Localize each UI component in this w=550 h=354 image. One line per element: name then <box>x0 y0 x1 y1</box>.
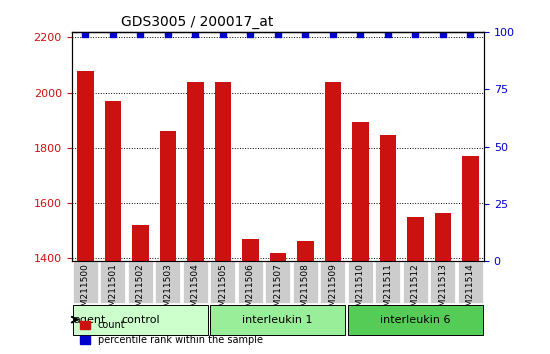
Point <box>81 31 90 37</box>
FancyBboxPatch shape <box>73 304 208 335</box>
Text: GSM211507: GSM211507 <box>273 263 282 318</box>
FancyBboxPatch shape <box>155 261 180 303</box>
Bar <box>270 253 286 261</box>
Point <box>191 31 200 37</box>
Point <box>108 31 117 37</box>
Text: GSM211511: GSM211511 <box>383 263 392 318</box>
Text: GDS3005 / 200017_at: GDS3005 / 200017_at <box>121 16 273 29</box>
Bar <box>379 136 396 261</box>
Bar <box>214 82 231 261</box>
Bar <box>297 240 313 261</box>
Text: interleukin 6: interleukin 6 <box>380 315 450 325</box>
Bar <box>462 156 478 261</box>
Text: GSM211506: GSM211506 <box>246 263 255 318</box>
FancyBboxPatch shape <box>238 261 263 303</box>
Text: GSM211500: GSM211500 <box>81 263 90 318</box>
FancyBboxPatch shape <box>375 261 400 303</box>
Text: interleukin 1: interleukin 1 <box>243 315 313 325</box>
Text: GSM211504: GSM211504 <box>191 263 200 318</box>
FancyBboxPatch shape <box>183 261 208 303</box>
Bar <box>352 122 368 261</box>
Bar <box>407 217 424 261</box>
Text: GSM211510: GSM211510 <box>356 263 365 318</box>
Text: GSM211509: GSM211509 <box>328 263 337 318</box>
Point <box>466 31 475 37</box>
Point <box>246 31 255 37</box>
Bar <box>324 82 341 261</box>
Point <box>356 31 365 37</box>
Text: GSM211505: GSM211505 <box>218 263 227 318</box>
Bar <box>187 82 204 261</box>
Text: GSM211508: GSM211508 <box>301 263 310 318</box>
Point <box>218 31 227 37</box>
FancyBboxPatch shape <box>210 304 345 335</box>
Text: GSM211514: GSM211514 <box>466 263 475 318</box>
Point <box>438 31 447 37</box>
Point <box>136 31 145 37</box>
FancyBboxPatch shape <box>320 261 345 303</box>
FancyBboxPatch shape <box>210 261 235 303</box>
FancyBboxPatch shape <box>100 261 125 303</box>
Point <box>301 31 310 37</box>
Bar <box>104 101 121 261</box>
Text: GSM211501: GSM211501 <box>108 263 117 318</box>
Bar <box>160 131 176 261</box>
Text: GSM211513: GSM211513 <box>438 263 447 318</box>
Text: control: control <box>121 315 160 325</box>
FancyBboxPatch shape <box>458 261 483 303</box>
Point <box>163 31 172 37</box>
FancyBboxPatch shape <box>73 261 98 303</box>
Bar <box>434 213 451 261</box>
FancyBboxPatch shape <box>293 261 318 303</box>
Text: GSM211512: GSM211512 <box>411 263 420 318</box>
Point <box>273 31 282 37</box>
FancyBboxPatch shape <box>128 261 153 303</box>
FancyBboxPatch shape <box>430 261 455 303</box>
FancyBboxPatch shape <box>265 261 290 303</box>
FancyBboxPatch shape <box>348 261 373 303</box>
Text: agent: agent <box>73 315 105 325</box>
Point <box>328 31 337 37</box>
Bar <box>242 239 258 261</box>
Point <box>411 31 420 37</box>
Text: GSM211502: GSM211502 <box>136 263 145 318</box>
Bar <box>77 70 94 261</box>
FancyBboxPatch shape <box>348 304 483 335</box>
Bar <box>132 225 148 261</box>
Point <box>383 31 392 37</box>
Text: GSM211503: GSM211503 <box>163 263 172 318</box>
FancyBboxPatch shape <box>403 261 428 303</box>
Legend: count, percentile rank within the sample: count, percentile rank within the sample <box>76 316 267 349</box>
